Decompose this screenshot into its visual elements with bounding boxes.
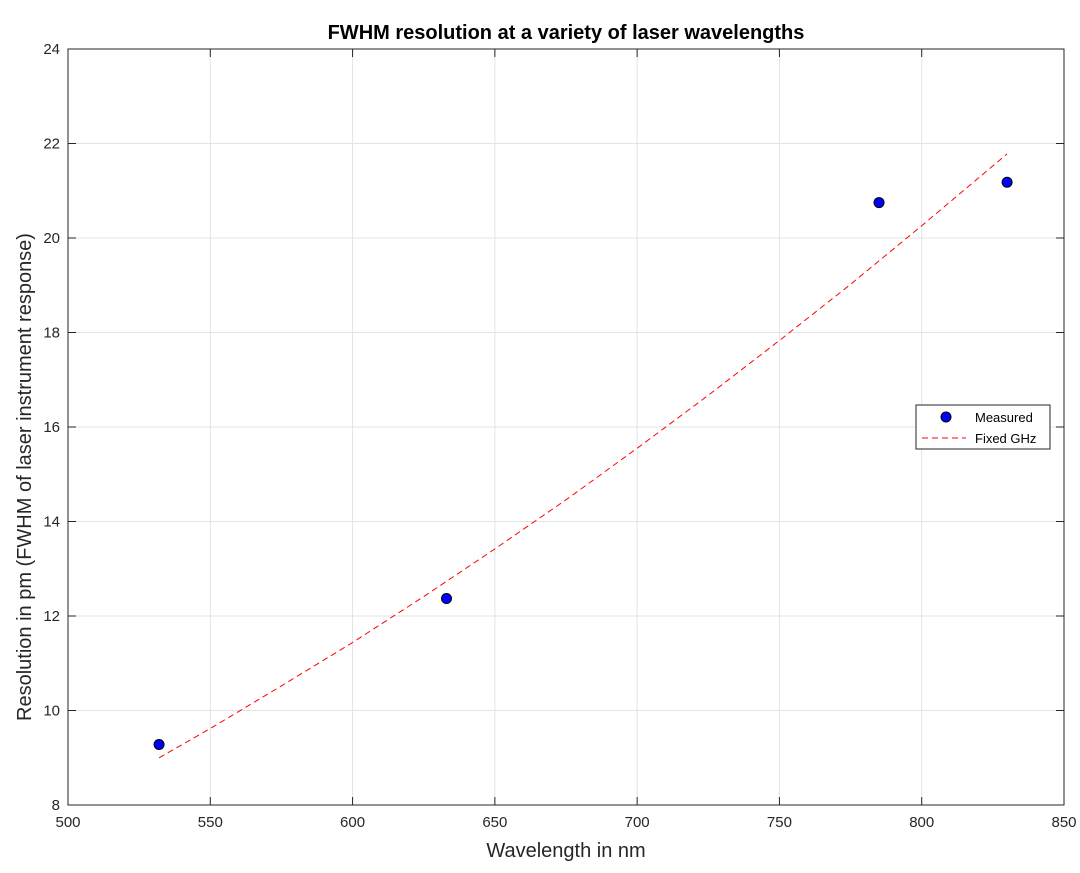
axis-ticks: 500 550 600 650 700 750 800 850 8 10 12 14 16 18 20 22 2… xyxy=(43,41,1076,831)
y-tick-label: 20 xyxy=(43,230,60,247)
x-tick-label: 800 xyxy=(909,814,934,831)
legend-label-measured: Measured xyxy=(975,410,1033,425)
series-line-fixed-ghz xyxy=(158,153,1008,759)
y-tick-label: 14 xyxy=(43,514,60,531)
chart-title: FWHM resolution at a variety of laser wa… xyxy=(328,22,805,44)
y-tick-label: 18 xyxy=(43,325,60,342)
x-tick-label: 750 xyxy=(767,814,792,831)
legend-box xyxy=(915,404,1051,450)
x-tick-label: 700 xyxy=(625,814,650,831)
data-point-measured xyxy=(873,197,885,209)
x-tick-label: 550 xyxy=(198,814,223,831)
y-tick-label: 16 xyxy=(43,419,60,436)
x-axis-title: Wavelength in nm xyxy=(486,840,645,862)
x-tick-label: 600 xyxy=(340,814,365,831)
y-tick-label: 10 xyxy=(43,703,60,720)
x-tick-label: 650 xyxy=(482,814,507,831)
y-tick-label: 22 xyxy=(43,136,60,153)
y-tick-label: 12 xyxy=(43,608,60,625)
y-tick-label: 8 xyxy=(52,797,60,814)
legend: Measured Fixed GHz xyxy=(915,404,1051,450)
data-point-measured xyxy=(440,593,452,605)
y-tick-label: 24 xyxy=(43,41,60,58)
series-layer xyxy=(153,153,1013,759)
data-point-measured xyxy=(1001,176,1013,188)
y-axis-title: Resolution in pm (FWHM of laser instrume… xyxy=(14,233,36,721)
x-tick-label: 850 xyxy=(1051,814,1076,831)
x-tick-label: 500 xyxy=(55,814,80,831)
legend-label-fixed-ghz: Fixed GHz xyxy=(975,431,1036,446)
data-point-measured xyxy=(153,739,165,751)
legend-marker-measured xyxy=(940,411,952,423)
